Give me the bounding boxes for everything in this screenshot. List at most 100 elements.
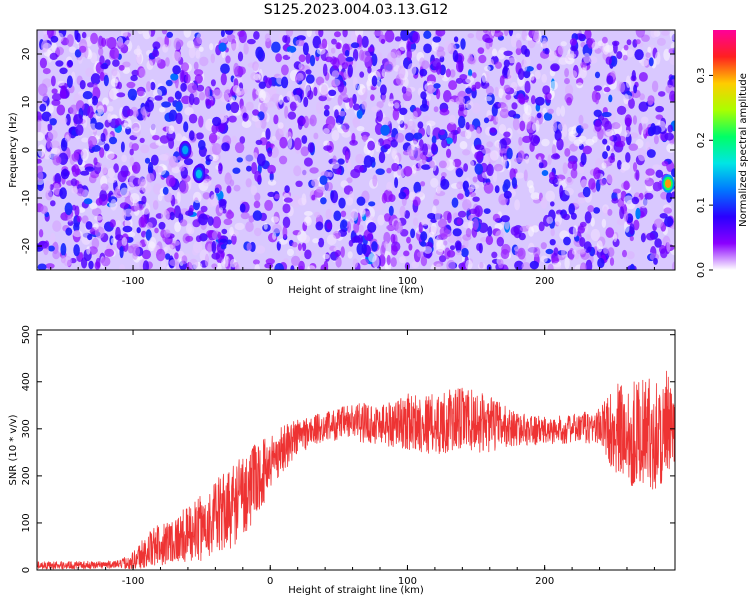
heatmap-cell <box>534 70 541 80</box>
heatmap-cell <box>68 46 76 53</box>
heatmap-cell <box>390 257 397 268</box>
heatmap-cell <box>628 97 635 109</box>
heatmap-cell <box>180 62 190 72</box>
heatmap-cell <box>186 40 195 49</box>
heatmap-cell <box>51 99 61 106</box>
heatmap-cell <box>162 44 169 53</box>
heatmap-cell <box>423 246 433 254</box>
snr-y-axis-label: SNR (10 * v/v) <box>8 414 19 485</box>
heatmap-cell <box>656 37 666 46</box>
heatmap-cell <box>50 232 56 244</box>
heatmap-cell <box>369 156 376 163</box>
heatmap-cell <box>420 91 427 100</box>
heatmap-cell <box>412 110 418 120</box>
heatmap-cell <box>496 236 504 247</box>
heatmap-cell <box>375 141 381 153</box>
heatmap-cell <box>465 75 475 84</box>
heatmap-cell <box>381 68 386 78</box>
heatmap-cell <box>86 246 91 255</box>
heatmap-cell <box>65 113 71 126</box>
heatmap-cell <box>122 61 131 68</box>
heatmap-cell <box>51 75 56 87</box>
heatmap-cell <box>209 99 215 107</box>
heatmap-cell <box>634 49 644 61</box>
heatmap-cell <box>564 257 570 270</box>
heatmap-cell <box>530 192 541 201</box>
heatmap-cell <box>347 64 353 78</box>
heatmap-cell <box>667 124 673 133</box>
colorbar-tick-label: 0.0 <box>696 262 707 278</box>
heatmap-cell <box>94 122 104 130</box>
heatmap-cell <box>189 130 195 141</box>
heatmap-cell <box>338 197 346 209</box>
heatmap-cell <box>371 53 378 67</box>
heatmap-cell <box>319 82 329 95</box>
heatmap-cell <box>609 257 615 266</box>
heatmap-cell <box>515 33 521 39</box>
heatmap-cell <box>175 133 183 142</box>
heatmap-cell <box>307 90 314 100</box>
snr-x-axis-label: Height of straight line (km) <box>288 585 424 596</box>
heatmap-cell <box>570 45 577 52</box>
heatmap-cell <box>440 172 447 178</box>
heatmap-cell <box>111 68 118 77</box>
heatmap-cell <box>562 124 568 137</box>
heatmap-cell <box>669 55 675 66</box>
heatmap-cell <box>495 114 501 123</box>
heatmap-cell <box>254 170 262 182</box>
heatmap-cell <box>185 210 194 216</box>
heatmap-cell <box>443 90 452 103</box>
heatmap-cell <box>368 201 376 207</box>
heatmap-cell <box>242 112 248 119</box>
heatmap-cell <box>273 114 279 125</box>
heatmap-cell <box>179 219 188 227</box>
heatmap-cell <box>387 51 397 64</box>
heatmap-cell <box>579 262 587 270</box>
heatmap-cell <box>175 112 183 125</box>
heatmap-cell <box>298 63 303 70</box>
heatmap-cell <box>228 96 236 102</box>
heatmap-cell <box>171 166 181 174</box>
heatmap-cell <box>255 139 263 145</box>
heatmap-cell <box>421 164 431 170</box>
heatmap-cell <box>37 119 42 133</box>
heatmap-cell <box>524 80 531 94</box>
heatmap-cell <box>99 147 105 159</box>
heatmap-cell <box>179 69 185 83</box>
heatmap-cell <box>144 99 154 113</box>
heatmap-cell <box>381 116 391 126</box>
heatmap-cell <box>110 199 117 211</box>
heatmap-cell <box>498 124 507 135</box>
heatmap-cell <box>233 184 241 192</box>
heatmap-cell <box>616 218 626 226</box>
colorbar-scale <box>713 30 736 270</box>
heatmap-cell <box>263 222 268 230</box>
heatmap-cell <box>391 245 398 256</box>
heatmap-cell <box>506 147 513 160</box>
heatmap-cell <box>118 64 125 71</box>
heatmap-x-tick-label: 200 <box>535 276 554 287</box>
heatmap-cell <box>658 91 666 97</box>
heatmap-cell <box>632 115 638 125</box>
heatmap-cell <box>517 93 525 104</box>
heatmap-cell <box>253 200 261 209</box>
heatmap-cell <box>653 218 664 228</box>
heatmap-cell <box>109 219 116 228</box>
heatmap-cell <box>383 61 394 73</box>
heatmap-cell <box>331 130 340 141</box>
heatmap-cell <box>394 177 399 189</box>
heatmap-y-axis-label: Frequency (Hz) <box>8 112 19 188</box>
heatmap-cell <box>209 43 214 51</box>
heatmap-cell <box>180 82 187 92</box>
heatmap-cell <box>345 197 354 206</box>
heatmap-cell <box>119 264 126 270</box>
heatmap-cell <box>353 221 360 234</box>
heatmap-cell <box>235 87 245 96</box>
heatmap-cell <box>192 247 199 256</box>
heatmap-cell <box>564 148 571 157</box>
heatmap-cell <box>229 43 240 51</box>
heatmap-cell <box>328 89 337 97</box>
heatmap-cell <box>250 185 258 196</box>
heatmap-cell <box>456 126 461 134</box>
